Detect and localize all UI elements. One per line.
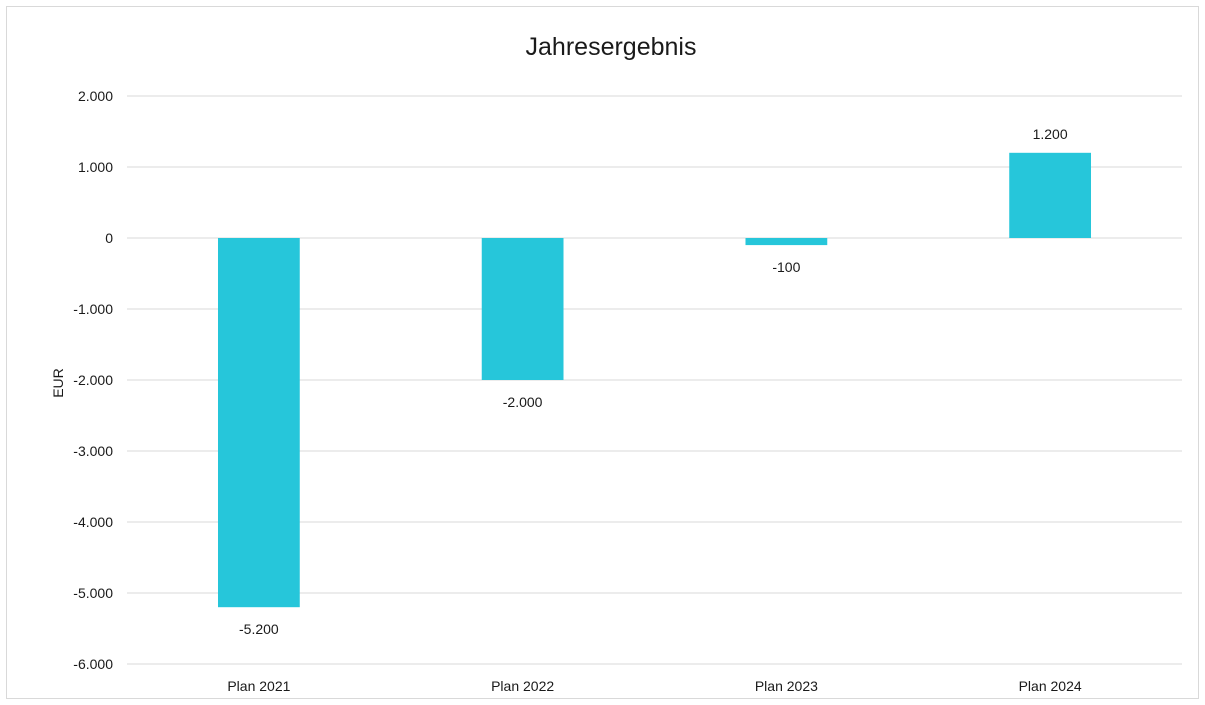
y-tick-label: -1.000 — [73, 301, 113, 317]
gridlines — [127, 95, 1182, 665]
y-tick-label: -4.000 — [73, 514, 113, 530]
y-tick-label: -3.000 — [73, 443, 113, 459]
bar — [745, 238, 828, 246]
y-axis-title: EUR — [50, 368, 66, 398]
data-labels: -5.200 -2.000 -100 1.200 — [239, 126, 1068, 637]
y-tick-label: -6.000 — [73, 656, 113, 672]
data-label: -2.000 — [503, 394, 543, 410]
x-tick-label: Plan 2024 — [1019, 678, 1082, 694]
bars — [217, 152, 1092, 608]
data-label: -100 — [772, 259, 800, 275]
y-tick-label: -5.000 — [73, 585, 113, 601]
chart-frame: Jahresergebnis EUR 2.000 1.000 0 -1.000 -2.0… — [6, 6, 1199, 699]
y-tick-label: 1.000 — [78, 159, 113, 175]
y-axis-ticks: 2.000 1.000 0 -1.000 -2.000 -3.000 -4.000 -5.00… — [73, 88, 113, 672]
bar — [1009, 152, 1092, 238]
x-tick-label: Plan 2023 — [755, 678, 818, 694]
bar — [481, 238, 564, 380]
data-label: -5.200 — [239, 621, 279, 637]
y-tick-label: 0 — [105, 230, 113, 246]
chart-title: Jahresergebnis — [526, 33, 697, 61]
y-tick-label: -2.000 — [73, 372, 113, 388]
bar — [217, 238, 300, 608]
data-label: 1.200 — [1033, 126, 1068, 142]
bar-chart: Jahresergebnis EUR 2.000 1.000 0 -1.000 -2.0… — [50, 33, 1182, 694]
x-tick-label: Plan 2021 — [227, 678, 290, 694]
y-tick-label: 2.000 — [78, 88, 113, 104]
x-axis-ticks: Plan 2021 Plan 2022 Plan 2023 Plan 2024 — [227, 678, 1082, 694]
x-tick-label: Plan 2022 — [491, 678, 554, 694]
